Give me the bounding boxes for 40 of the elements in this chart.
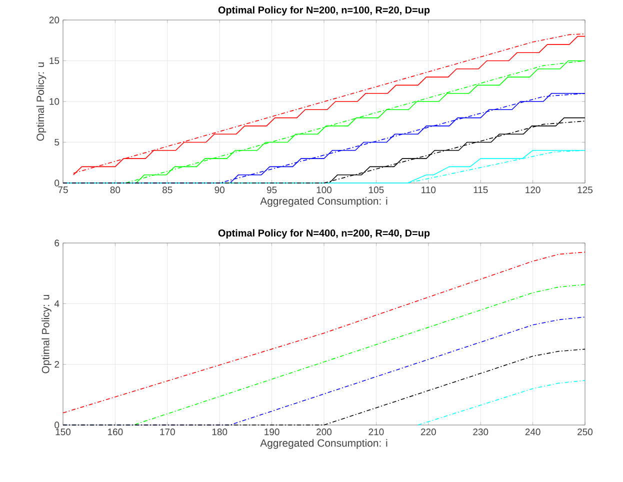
y-axis-title: Optimal Policy: u <box>36 62 46 141</box>
x-tick-label: 220 <box>420 428 436 436</box>
line-series <box>62 348 586 426</box>
x-tick-label: 100 <box>316 186 332 194</box>
x-tick-label: 150 <box>56 428 71 436</box>
y-axis-title: Optimal Policy: u <box>42 294 52 374</box>
line-series <box>62 252 586 414</box>
x-tick-label: 90 <box>214 186 224 194</box>
x-tick-label: 160 <box>108 428 123 436</box>
x-axis-title: Aggregated Consumption: i <box>260 439 388 449</box>
x-tick-label: 80 <box>110 186 120 194</box>
x-tick-label: 250 <box>578 428 593 436</box>
x-tick-label: 110 <box>422 186 436 194</box>
y-tick-label: 2 <box>54 361 60 368</box>
x-tick-label: 95 <box>266 186 277 194</box>
x-tick-label: 240 <box>525 428 540 436</box>
x-tick-label: 200 <box>316 428 332 436</box>
x-tick-label: 105 <box>369 186 384 194</box>
chart-title: Optimal Policy for N=400, n=200, R=40, D=up <box>218 229 430 239</box>
x-tick-label: 230 <box>473 428 488 436</box>
x-tick-label: 180 <box>212 428 228 436</box>
x-axis-title: Aggregated Consumption: i <box>260 197 388 207</box>
y-tick-label: 10 <box>50 98 60 105</box>
y-tick-label: 6 <box>54 240 60 246</box>
y-tick-label: 15 <box>50 57 60 64</box>
x-tick-label: 190 <box>264 428 280 436</box>
y-tick-label: 0 <box>54 180 60 186</box>
x-tick-label: 125 <box>578 186 593 194</box>
x-tick-label: 85 <box>162 186 172 194</box>
chart-title: Optimal Policy for N=200, n=100, R=20, D=up <box>218 6 430 16</box>
x-tick-label: 170 <box>160 428 175 436</box>
x-tick-label: 120 <box>526 186 540 194</box>
x-tick-label: 210 <box>368 428 384 436</box>
x-tick-label: 115 <box>474 186 488 194</box>
y-tick-label: 20 <box>49 16 60 24</box>
line-series <box>418 380 586 426</box>
y-tick-label: 0 <box>54 422 60 428</box>
y-tick-label: 4 <box>54 300 60 307</box>
x-tick-label: 75 <box>58 186 68 194</box>
y-tick-label: 5 <box>54 138 60 146</box>
